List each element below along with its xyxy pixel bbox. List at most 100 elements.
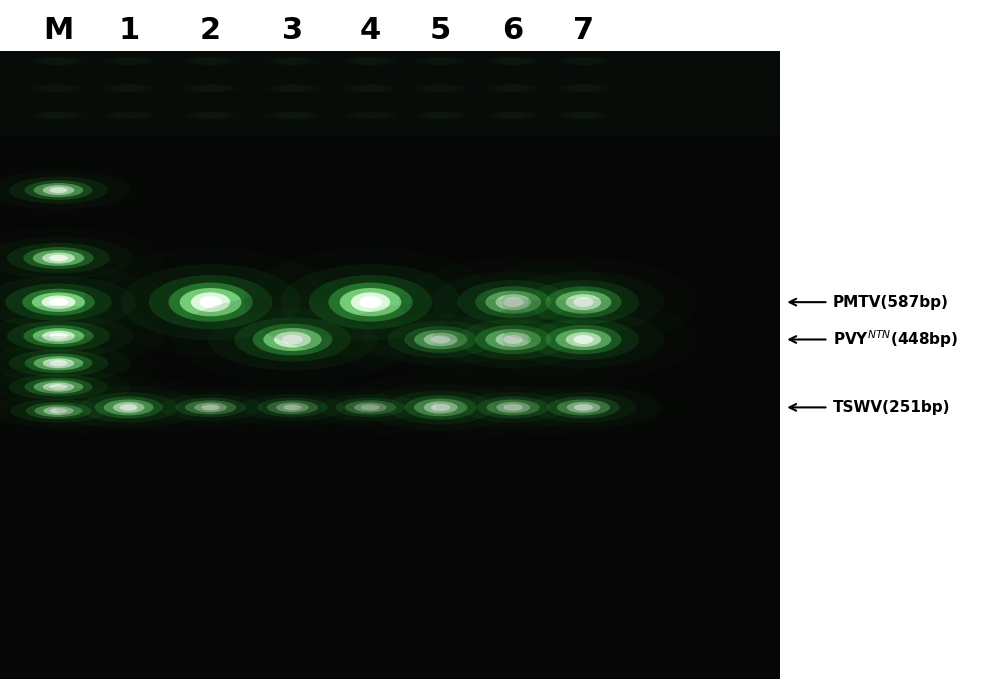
Ellipse shape bbox=[492, 57, 535, 65]
Ellipse shape bbox=[556, 291, 611, 314]
Ellipse shape bbox=[9, 374, 108, 400]
Ellipse shape bbox=[351, 293, 390, 312]
Ellipse shape bbox=[495, 84, 538, 92]
Ellipse shape bbox=[43, 407, 74, 415]
Ellipse shape bbox=[186, 111, 229, 120]
Text: TSWV(251bp): TSWV(251bp) bbox=[833, 400, 950, 415]
Ellipse shape bbox=[475, 377, 692, 438]
Ellipse shape bbox=[282, 335, 303, 344]
Ellipse shape bbox=[42, 295, 75, 309]
Ellipse shape bbox=[555, 84, 598, 92]
Ellipse shape bbox=[426, 57, 469, 65]
Ellipse shape bbox=[0, 306, 164, 367]
Text: M: M bbox=[43, 16, 74, 45]
Ellipse shape bbox=[33, 328, 84, 344]
Ellipse shape bbox=[0, 265, 167, 340]
Ellipse shape bbox=[268, 57, 310, 65]
Ellipse shape bbox=[432, 271, 594, 333]
Ellipse shape bbox=[34, 405, 83, 417]
Ellipse shape bbox=[44, 84, 87, 92]
Ellipse shape bbox=[335, 398, 406, 417]
Ellipse shape bbox=[354, 403, 387, 412]
Ellipse shape bbox=[0, 236, 133, 280]
Ellipse shape bbox=[556, 329, 611, 350]
Ellipse shape bbox=[241, 394, 344, 421]
Ellipse shape bbox=[268, 111, 310, 120]
Ellipse shape bbox=[399, 258, 627, 346]
Ellipse shape bbox=[107, 111, 150, 120]
Ellipse shape bbox=[296, 388, 445, 426]
Ellipse shape bbox=[41, 57, 83, 65]
Ellipse shape bbox=[193, 84, 236, 92]
Ellipse shape bbox=[495, 332, 531, 347]
Ellipse shape bbox=[0, 394, 128, 428]
Ellipse shape bbox=[271, 57, 314, 65]
Ellipse shape bbox=[555, 111, 598, 120]
Ellipse shape bbox=[495, 294, 531, 310]
Ellipse shape bbox=[114, 84, 157, 92]
Ellipse shape bbox=[485, 84, 528, 92]
Ellipse shape bbox=[268, 84, 310, 92]
Ellipse shape bbox=[349, 111, 392, 120]
Ellipse shape bbox=[404, 395, 477, 420]
Ellipse shape bbox=[0, 163, 160, 217]
Ellipse shape bbox=[562, 84, 605, 92]
Ellipse shape bbox=[503, 335, 523, 344]
Ellipse shape bbox=[349, 57, 392, 65]
Ellipse shape bbox=[485, 111, 528, 120]
Ellipse shape bbox=[281, 264, 460, 340]
Ellipse shape bbox=[353, 111, 395, 120]
Ellipse shape bbox=[558, 57, 601, 65]
Ellipse shape bbox=[404, 377, 622, 438]
Ellipse shape bbox=[193, 57, 236, 65]
Ellipse shape bbox=[276, 403, 309, 412]
Ellipse shape bbox=[186, 57, 229, 65]
Ellipse shape bbox=[574, 404, 593, 411]
Ellipse shape bbox=[189, 57, 232, 65]
Ellipse shape bbox=[111, 84, 154, 92]
Ellipse shape bbox=[555, 57, 598, 65]
Ellipse shape bbox=[388, 321, 494, 359]
Ellipse shape bbox=[346, 84, 388, 92]
Ellipse shape bbox=[25, 181, 92, 200]
Ellipse shape bbox=[9, 177, 108, 204]
Ellipse shape bbox=[264, 57, 307, 65]
Ellipse shape bbox=[363, 384, 518, 431]
Ellipse shape bbox=[114, 57, 157, 65]
Ellipse shape bbox=[530, 392, 637, 422]
Ellipse shape bbox=[416, 57, 459, 65]
Ellipse shape bbox=[485, 57, 528, 65]
Ellipse shape bbox=[345, 401, 396, 414]
Ellipse shape bbox=[25, 354, 92, 373]
Ellipse shape bbox=[136, 388, 285, 426]
Ellipse shape bbox=[208, 308, 377, 371]
Ellipse shape bbox=[264, 84, 307, 92]
Ellipse shape bbox=[34, 57, 76, 65]
Ellipse shape bbox=[565, 111, 608, 120]
Ellipse shape bbox=[37, 57, 80, 65]
Bar bbox=[0, 0, 780, 51]
Ellipse shape bbox=[342, 84, 385, 92]
Ellipse shape bbox=[100, 84, 143, 92]
Ellipse shape bbox=[495, 57, 538, 65]
Ellipse shape bbox=[569, 111, 612, 120]
Ellipse shape bbox=[278, 111, 321, 120]
Ellipse shape bbox=[113, 402, 145, 413]
Text: 6: 6 bbox=[503, 16, 524, 45]
Ellipse shape bbox=[423, 84, 466, 92]
Ellipse shape bbox=[84, 248, 337, 356]
Ellipse shape bbox=[431, 403, 450, 411]
Ellipse shape bbox=[332, 373, 550, 441]
Ellipse shape bbox=[104, 57, 147, 65]
Ellipse shape bbox=[499, 57, 542, 65]
Ellipse shape bbox=[111, 57, 154, 65]
Ellipse shape bbox=[346, 57, 388, 65]
Ellipse shape bbox=[107, 84, 150, 92]
Ellipse shape bbox=[257, 398, 328, 417]
Ellipse shape bbox=[49, 255, 68, 261]
Ellipse shape bbox=[7, 321, 110, 352]
Ellipse shape bbox=[469, 299, 698, 380]
Ellipse shape bbox=[424, 401, 458, 414]
Ellipse shape bbox=[319, 394, 422, 421]
Ellipse shape bbox=[199, 296, 222, 308]
